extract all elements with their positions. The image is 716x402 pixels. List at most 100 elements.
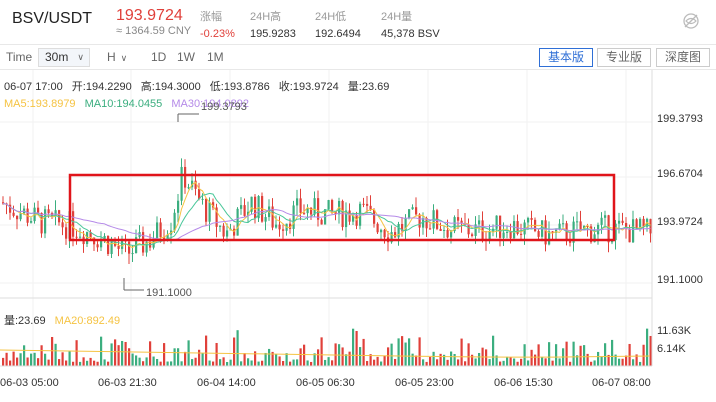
volume-bar (590, 361, 593, 366)
candle-body (446, 230, 449, 238)
candle-body (117, 245, 120, 249)
candle-body (166, 234, 169, 240)
basic-view-button[interactable]: 基本版 (539, 48, 593, 67)
candle-body (320, 219, 323, 225)
candle-body (72, 211, 75, 237)
high-marker: 199.3793 (177, 101, 247, 122)
candle-body (271, 206, 274, 228)
candle-body (89, 232, 92, 238)
candle-body (145, 241, 148, 253)
volume-bar (516, 361, 519, 366)
volume-bar (548, 342, 551, 366)
volume-bar (572, 341, 575, 366)
time-button[interactable]: Time (6, 50, 33, 64)
candle-body (233, 228, 236, 236)
ma30-value: MA30:194.0892 (171, 98, 249, 110)
volume-bar (103, 359, 106, 366)
volume-bar (628, 343, 631, 366)
volume-bar (89, 357, 92, 366)
candle-body (264, 217, 267, 222)
period-1d[interactable]: 1D (151, 50, 167, 64)
candle-body (173, 212, 176, 231)
volume-bar (306, 360, 309, 366)
depth-view-button[interactable]: 深度图 (656, 48, 710, 67)
candle-body (110, 241, 113, 255)
candle-body (614, 223, 617, 241)
last-price: 193.9724 (116, 7, 183, 24)
ma-info: MA5:193.8979 MA10:194.0455 MA30:194.0892 (4, 98, 249, 110)
candle-body (600, 217, 603, 225)
candle-body (201, 198, 204, 200)
period-1w[interactable]: 1W (177, 50, 195, 64)
candle-body (19, 213, 22, 220)
volume-bar (184, 351, 187, 366)
candle-body (327, 200, 330, 210)
volume-bar (478, 352, 481, 366)
candle-body (86, 232, 89, 245)
candle-body (310, 207, 313, 215)
candle-body (537, 231, 540, 237)
volume-ma20: MA20:892.49 (55, 315, 120, 327)
interval-select[interactable]: 30m ∨ (38, 48, 90, 67)
volume-bar (558, 358, 561, 366)
volume-bar (166, 361, 169, 366)
volume-bar (621, 358, 624, 366)
volume-bar (44, 353, 47, 366)
candle-body (282, 229, 285, 231)
ma5-line (2, 181, 651, 249)
volume-bar (520, 358, 523, 366)
volume-bar (117, 345, 120, 366)
candle-body (506, 231, 509, 233)
candle-body (215, 207, 218, 227)
candle-body (12, 212, 15, 216)
volume-bar (68, 351, 71, 366)
volume-bar (408, 338, 411, 366)
eye-off-icon[interactable] (682, 12, 700, 30)
volume-bar (530, 349, 533, 366)
volume-bar (142, 361, 145, 366)
volume-bar (170, 361, 173, 366)
candle-body (471, 234, 474, 236)
volume-bar (275, 354, 278, 366)
stat-24h-volume: 24H量 45,378 BSV (381, 8, 440, 40)
volume-tick: 11.63K (657, 325, 692, 337)
volume-bar (513, 358, 516, 366)
chevron-down-icon: ∨ (77, 52, 84, 62)
volume-bar (5, 352, 8, 366)
hour-dropdown[interactable]: H ∨ (107, 50, 127, 64)
candle-body (121, 240, 124, 249)
candle-body (429, 228, 432, 230)
candle-body (376, 223, 379, 233)
kline-chart[interactable]: 06-07 17:00 开:194.2290 高:194.3000 低:193.… (0, 70, 716, 402)
volume-bar (303, 344, 306, 366)
low-marker: 191.1000 (123, 278, 192, 299)
candle-body (642, 218, 645, 227)
candle-body (44, 209, 47, 234)
volume-bar (446, 359, 449, 366)
volume-bar (145, 357, 148, 366)
price-tick: 196.6704 (657, 168, 703, 180)
volume-bar (54, 343, 57, 366)
candle-body (96, 244, 99, 248)
candle-body (593, 234, 596, 243)
volume-bar (450, 351, 453, 366)
candle-body (415, 207, 418, 215)
volume-bar (159, 361, 162, 366)
volume-bar (152, 356, 155, 366)
volume-bar (194, 357, 197, 366)
candle-body (362, 203, 365, 205)
pro-view-button[interactable]: 专业版 (597, 48, 651, 67)
candle-body (194, 180, 197, 189)
candle-body (131, 253, 134, 255)
candle-body (390, 232, 393, 243)
volume-bar (499, 361, 502, 366)
candle-body (345, 210, 348, 228)
last-price-tag-bg (653, 212, 716, 229)
volume-bar (534, 354, 537, 366)
volume-bar (324, 359, 327, 366)
period-1m[interactable]: 1M (207, 50, 224, 64)
volume-bar (341, 347, 344, 366)
volume-bar (47, 359, 50, 366)
volume-bar (394, 358, 397, 366)
stat-label: 24H量 (381, 11, 413, 23)
